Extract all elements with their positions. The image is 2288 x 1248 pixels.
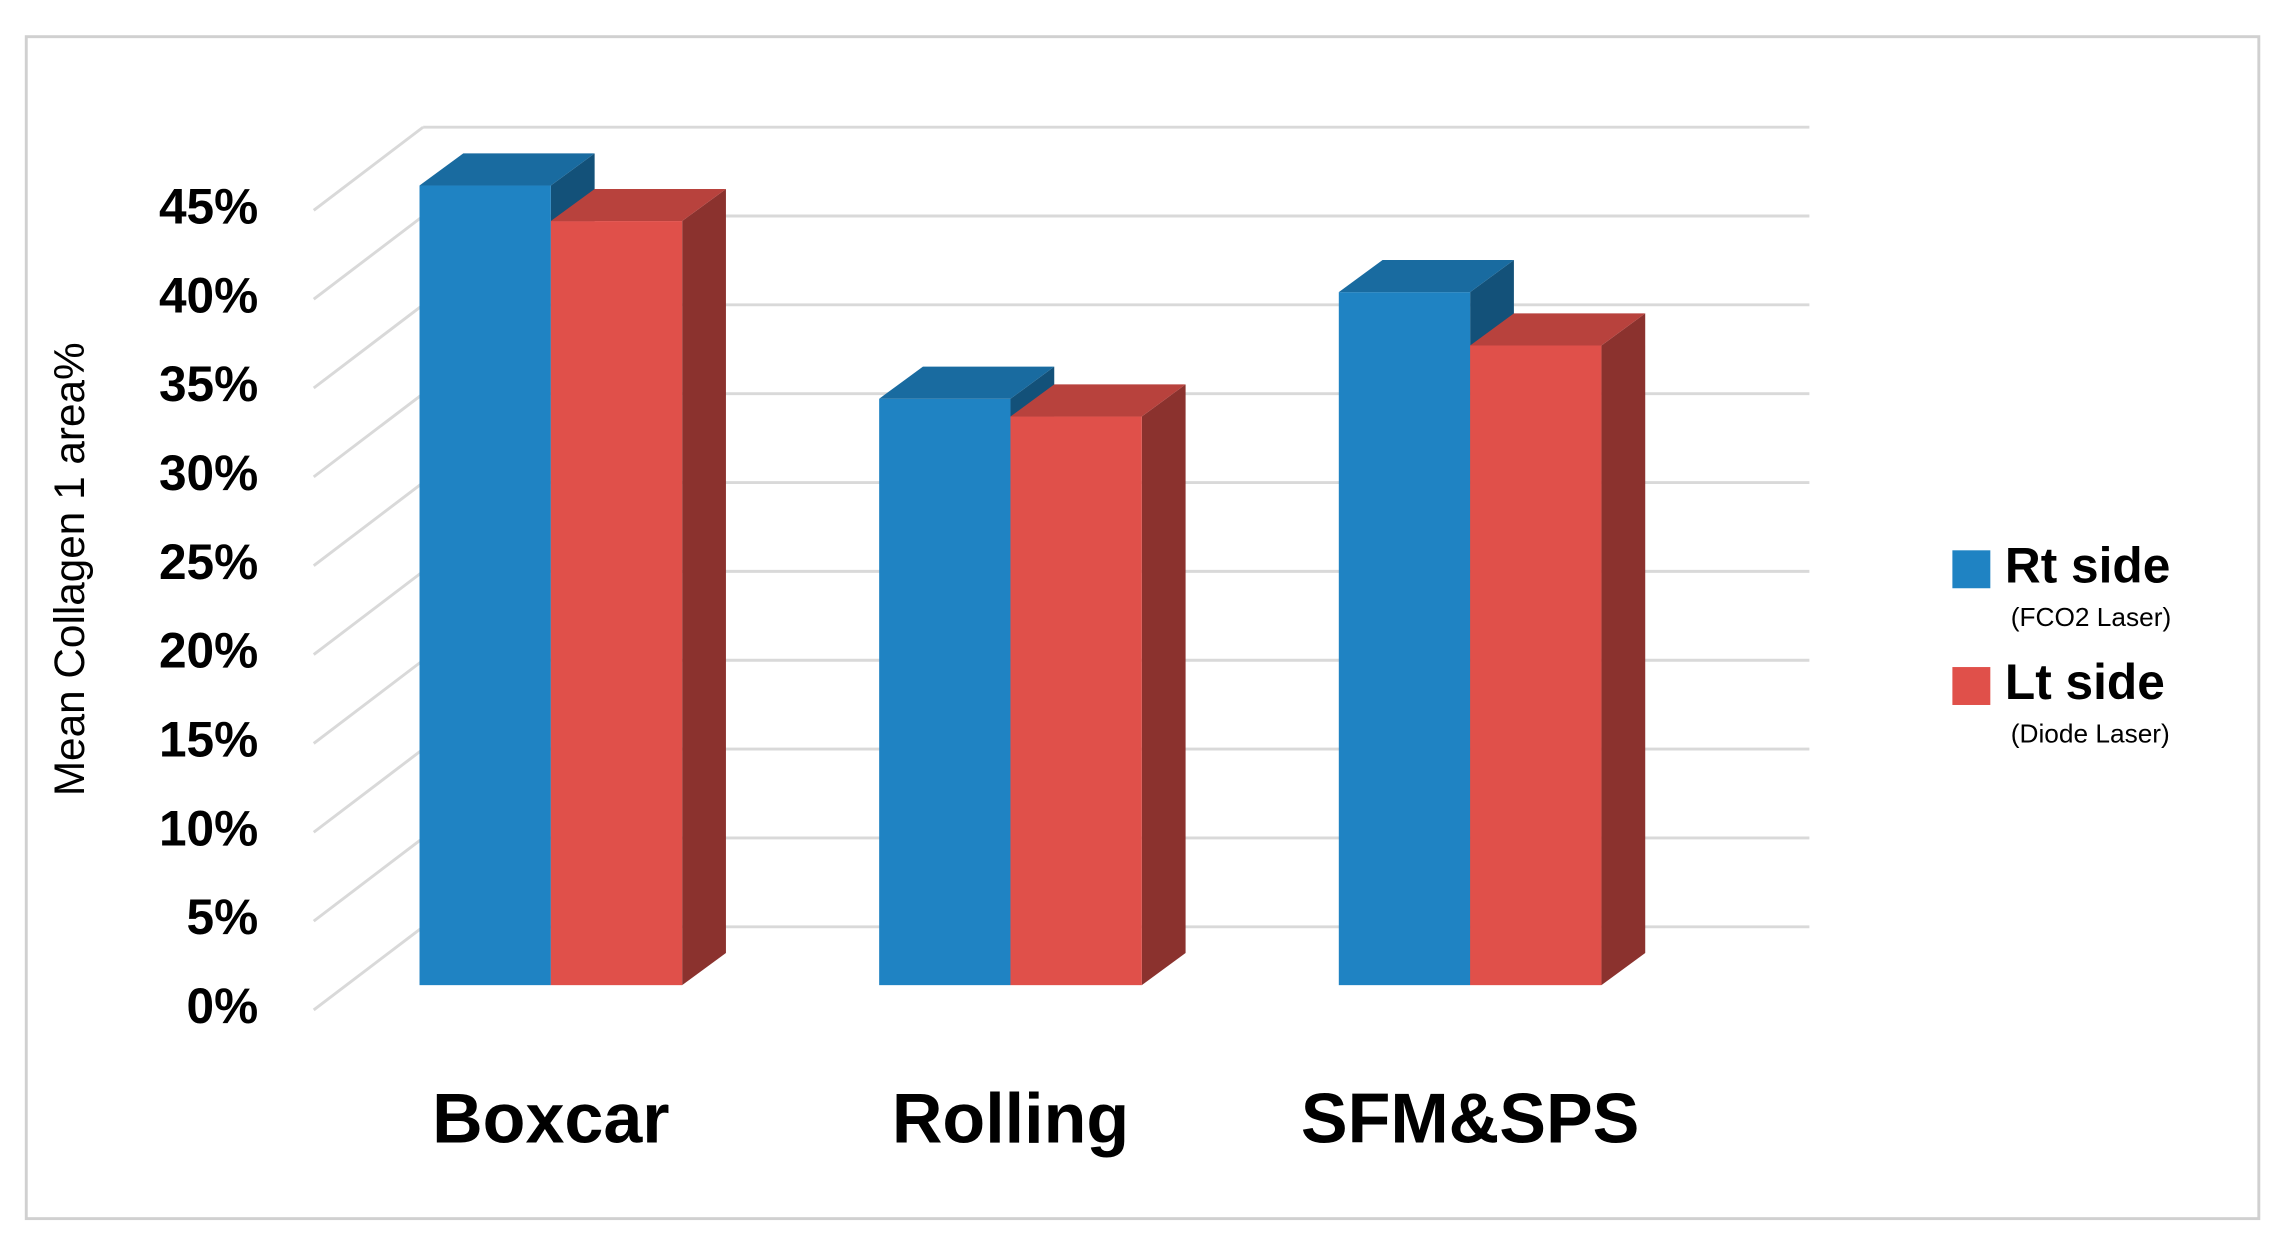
grid-diagonal <box>312 214 425 301</box>
x-tick-label: SFM&SPS <box>1301 1079 1640 1157</box>
bar <box>419 185 551 986</box>
grid-diagonal <box>312 747 425 834</box>
legend-swatch <box>1952 550 1991 589</box>
y-tick-label: 15% <box>159 712 258 768</box>
y-tick-label: 20% <box>159 623 258 679</box>
y-axis-title: Mean Collagen 1 area% <box>46 342 93 796</box>
bar-top <box>879 366 1055 399</box>
grid-diagonal <box>312 481 425 567</box>
bar <box>1010 416 1142 986</box>
grid-diagonal <box>312 836 425 923</box>
bar-side <box>1141 384 1186 986</box>
legend-label: Lt side <box>2005 654 2165 710</box>
grid-diagonal <box>312 303 425 390</box>
legend-sublabel: (Diode Laser) <box>2011 719 2170 749</box>
bar-side <box>1601 313 1646 986</box>
grid-diagonal <box>312 125 425 212</box>
bar-top <box>1470 313 1646 346</box>
grid-diagonal <box>312 392 425 479</box>
y-tick-label: 25% <box>159 534 258 590</box>
x-tick-label: Boxcar <box>432 1079 669 1157</box>
y-tick-label: 40% <box>159 267 258 323</box>
plot-area: 0% 5% 10% 15% 20% 25% 30% 35% 40% 45% Boxcar Rollin… <box>159 125 1810 1157</box>
bar <box>1470 345 1602 986</box>
bar <box>879 398 1011 986</box>
bar-side <box>682 188 726 986</box>
bar-top <box>419 153 595 186</box>
legend-label: Rt side <box>2005 537 2170 593</box>
bar-top <box>1010 384 1186 417</box>
grid-diagonal <box>312 659 425 745</box>
legend-swatch <box>1952 667 1991 705</box>
x-tick-label: Rolling <box>892 1079 1129 1157</box>
bar <box>550 221 683 986</box>
legend: Rt side (FCO2 Laser) Lt side (Diode Laser) <box>1952 537 2171 749</box>
y-tick-label: 10% <box>159 800 258 856</box>
bar-top <box>1338 260 1514 293</box>
y-tick-label: 45% <box>159 178 258 234</box>
y-tick-label: 30% <box>159 445 258 501</box>
grid-diagonal <box>312 925 425 1012</box>
bar <box>1338 292 1471 986</box>
bar-top <box>550 188 726 222</box>
y-tick-label: 0% <box>187 978 259 1034</box>
y-tick-label: 35% <box>159 356 258 412</box>
legend-sublabel: (FCO2 Laser) <box>2011 602 2171 632</box>
grid-diagonal <box>312 570 425 656</box>
y-tick-label: 5% <box>187 889 259 945</box>
